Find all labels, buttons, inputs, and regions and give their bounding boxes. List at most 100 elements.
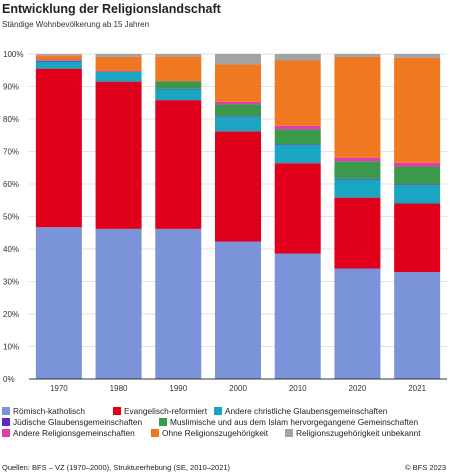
bar-segment <box>155 100 202 229</box>
y-tick-label: 50% <box>3 213 19 222</box>
chart-subtitle: Ständige Wohnbevölkerung ab 15 Jahren <box>2 20 150 29</box>
bar-segment <box>95 228 142 379</box>
legend-label: Muslimische und aus dem Islam hervorgega… <box>170 417 419 427</box>
y-tick-label: 0% <box>3 375 15 384</box>
bar-segment <box>274 144 321 164</box>
x-tick-label: 2000 <box>229 384 247 393</box>
legend-label: Andere Religionsgemeinschaften <box>13 428 135 438</box>
bar-segment <box>334 197 381 269</box>
legend-label: Religionszugehörigkeit unbekannt <box>296 428 421 438</box>
bar-segment <box>215 116 261 132</box>
bar-segment <box>35 54 82 56</box>
bar-segment <box>215 116 261 117</box>
bar-segment <box>215 101 261 105</box>
bar-segment <box>35 227 82 379</box>
x-tick-label: 1980 <box>110 384 128 393</box>
bar-segment <box>274 125 321 130</box>
bar-segment <box>394 184 441 204</box>
bar-segment <box>155 228 202 379</box>
legend-swatch <box>2 418 10 426</box>
y-tick-label: 70% <box>3 148 19 157</box>
bar-segment <box>274 129 321 145</box>
bar-segment <box>155 89 202 101</box>
legend-item: Andere Religionsgemeinschaften <box>2 428 135 438</box>
legend-item: Ohne Religionszugehörigkeit <box>151 428 268 438</box>
bar-segment <box>274 144 321 145</box>
y-tick-label: 20% <box>3 310 19 319</box>
bar-segment <box>155 81 202 89</box>
legend-swatch <box>285 429 293 437</box>
bar-segment <box>35 61 82 69</box>
bar-segment <box>334 178 381 180</box>
x-tick-label: 1970 <box>50 384 68 393</box>
bar-segment <box>334 161 381 179</box>
legend-swatch <box>159 418 167 426</box>
bar-segment <box>215 104 261 117</box>
bar-segment <box>334 54 381 57</box>
bar-segment <box>95 71 142 72</box>
legend-swatch <box>214 407 222 415</box>
bar-segment <box>35 68 82 228</box>
legend-item: Jüdische Glaubensgemeinschaften <box>2 417 142 427</box>
bar-segment <box>274 253 321 379</box>
x-tick-label: 2020 <box>349 384 367 393</box>
bar-segment <box>334 268 381 379</box>
x-tick-label: 1990 <box>169 384 187 393</box>
bar-segment <box>95 81 142 229</box>
bar-segment <box>394 57 441 163</box>
chart-title: Entwicklung der Religionslandschaft <box>2 2 221 16</box>
bar-segment <box>155 56 202 81</box>
legend-label: Evangelisch-reformiert <box>124 406 207 416</box>
legend-swatch <box>2 429 10 437</box>
y-tick-label: 60% <box>3 180 19 189</box>
bar-segment <box>334 179 381 198</box>
bar-segment <box>394 184 441 185</box>
bar-segment <box>394 54 441 58</box>
bar-segment <box>394 203 441 273</box>
x-tick-label: 2021 <box>408 384 426 393</box>
y-tick-label: 90% <box>3 83 19 92</box>
bar-segment <box>394 162 441 167</box>
bar-segment <box>334 157 381 162</box>
bar-segment <box>35 55 82 60</box>
legend-swatch <box>2 407 10 415</box>
legend-item: Evangelisch-reformiert <box>113 406 207 416</box>
bar-segment <box>215 131 261 242</box>
legend-swatch <box>113 407 121 415</box>
bar-segment <box>35 60 82 62</box>
bar-segment <box>394 166 441 185</box>
bar-segment <box>35 59 82 61</box>
legend-swatch <box>151 429 159 437</box>
y-tick-label: 30% <box>3 278 19 287</box>
bar-segment <box>215 54 261 65</box>
bar-segment <box>334 56 381 158</box>
y-tick-label: 80% <box>3 115 19 124</box>
bar-segment <box>274 163 321 254</box>
y-tick-label: 10% <box>3 343 19 352</box>
source-note: Quellen: BFS – VZ (1970–2000), Strukture… <box>2 463 231 472</box>
legend-label: Ohne Religionszugehörigkeit <box>162 428 269 438</box>
legend-item: Muslimische und aus dem Islam hervorgega… <box>159 417 418 427</box>
legend-label: Jüdische Glaubensgemeinschaften <box>13 417 143 427</box>
bar-segment <box>215 241 261 379</box>
legend-label: Römisch-katholisch <box>13 406 85 416</box>
bar-segment <box>35 60 82 61</box>
bar-segment <box>215 64 261 102</box>
y-tick-label: 100% <box>3 50 23 59</box>
legend-label: Andere christliche Glaubensgemeinschafte… <box>225 406 388 416</box>
bar-segment <box>274 54 321 61</box>
bar-segment <box>95 54 142 57</box>
bar-segment <box>155 88 202 90</box>
bar-segment <box>155 54 202 57</box>
bar-segment <box>95 56 142 72</box>
legend-item: Religionszugehörigkeit unbekannt <box>285 428 421 438</box>
copyright: © BFS 2023 <box>405 463 446 472</box>
bar-segment <box>394 272 441 379</box>
y-tick-label: 40% <box>3 245 19 254</box>
x-tick-label: 2010 <box>289 384 307 393</box>
legend-item: Römisch-katholisch <box>2 406 85 416</box>
bar-segment <box>95 71 142 82</box>
bar-segment <box>274 60 321 126</box>
legend-item: Andere christliche Glaubensgemeinschafte… <box>214 406 387 416</box>
stacked-bar-chart: 0% 10% 20% 30% 40% 50% 60% 70% 80% 90% 100% 1970 198… <box>3 50 447 393</box>
